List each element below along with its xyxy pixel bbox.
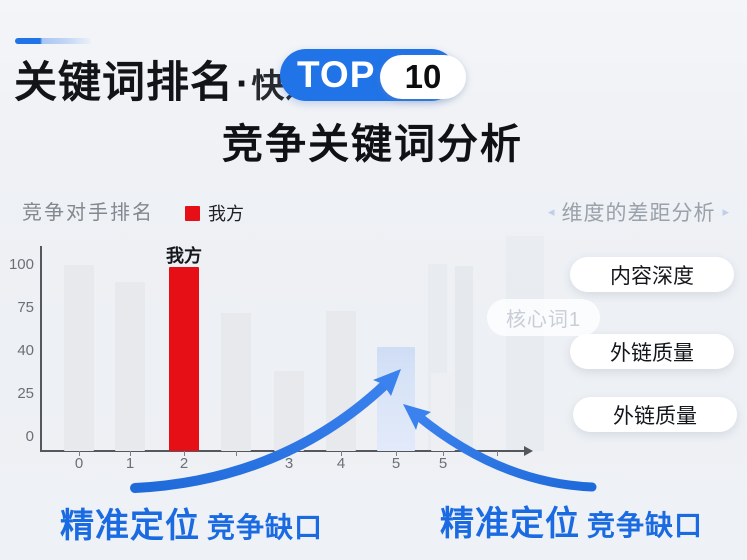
x-tick-label: 3 <box>284 455 294 472</box>
y-tick-label: 75 <box>17 299 34 316</box>
x-tick-mark <box>236 451 237 456</box>
side-panel-heading-text: 维度的差距分析 <box>561 202 716 225</box>
dimension-chip-backlink-quality-2[interactable]: 外链质量 <box>573 397 737 432</box>
callout-right-strong: 精准定位 <box>440 505 580 543</box>
x-tick-label: 0 <box>74 455 84 472</box>
dimension-chip-content-depth[interactable]: 内容深度 <box>570 257 734 292</box>
chart-title: 竞争对手排名 <box>22 202 154 224</box>
x-tick-mark <box>443 451 444 456</box>
x-tick-label: 4 <box>336 455 346 472</box>
bar-4 <box>326 311 356 451</box>
callout-right: 精准定位 竞争缺口 <box>440 496 703 545</box>
callout-left: 精准定位 竞争缺口 <box>60 498 323 547</box>
x-tick-mark <box>79 451 80 456</box>
y-tick-label: 100 <box>8 256 34 273</box>
chart-legend: 我方 <box>185 200 244 226</box>
ghost-band <box>455 266 473 451</box>
bar- <box>221 313 251 451</box>
progress-decoration-bar <box>15 38 91 44</box>
x-tick-mark <box>184 451 185 456</box>
dimension-chip-backlink-quality-1[interactable]: 外链质量 <box>570 334 734 369</box>
x-tick-mark <box>396 451 397 456</box>
subtitle: 竞争关键词分析 <box>222 121 523 167</box>
title-main-text: 关键词排名 <box>14 59 234 107</box>
page-title: 关键词排名 · 快速 <box>14 48 319 110</box>
top-number-text: 10 <box>404 58 442 95</box>
legend-label: 我方 <box>208 204 244 224</box>
bar-2 <box>169 267 199 451</box>
title-separator-dot: · <box>236 62 250 106</box>
y-tick-label: 0 <box>25 428 34 445</box>
y-tick-label: 40 <box>17 342 34 359</box>
triangle-left-icon: ◂ <box>548 204 555 219</box>
callout-left-strong: 精准定位 <box>60 507 200 545</box>
x-tick-mark <box>497 451 498 456</box>
callout-right-rest: 竞争缺口 <box>587 510 704 541</box>
x-tick-label: 1 <box>125 455 135 472</box>
x-axis-arrowhead-icon <box>524 446 533 456</box>
top-badge-pill: TOP <box>280 49 457 101</box>
x-tick-mark <box>341 451 342 456</box>
bar-5 <box>431 373 455 451</box>
y-tick-label: 25 <box>17 385 34 402</box>
legend-red-swatch <box>185 205 200 221</box>
top-number-capsule: 10 <box>380 55 466 99</box>
side-panel-heading: ◂ 维度的差距分析 ▸ <box>548 197 729 227</box>
our-bar-annotation: 我方 <box>166 246 202 266</box>
bar-3 <box>274 371 304 451</box>
x-tick-mark <box>289 451 290 456</box>
callout-left-rest: 竞争缺口 <box>207 512 324 543</box>
x-tick-label: 5 <box>438 455 448 472</box>
x-tick-label: 5 <box>391 455 401 472</box>
triangle-right-icon: ▸ <box>722 204 730 219</box>
bar-1 <box>115 282 145 451</box>
top-badge-label: TOP <box>297 54 376 95</box>
x-tick-mark <box>130 451 131 456</box>
x-tick-label: 2 <box>179 455 189 472</box>
bar-0 <box>64 265 94 451</box>
ghost-band <box>506 236 544 451</box>
bar-5 <box>377 347 415 451</box>
y-axis-line <box>40 246 42 452</box>
core-word-ghost-chip: 核心词1 <box>487 299 600 336</box>
